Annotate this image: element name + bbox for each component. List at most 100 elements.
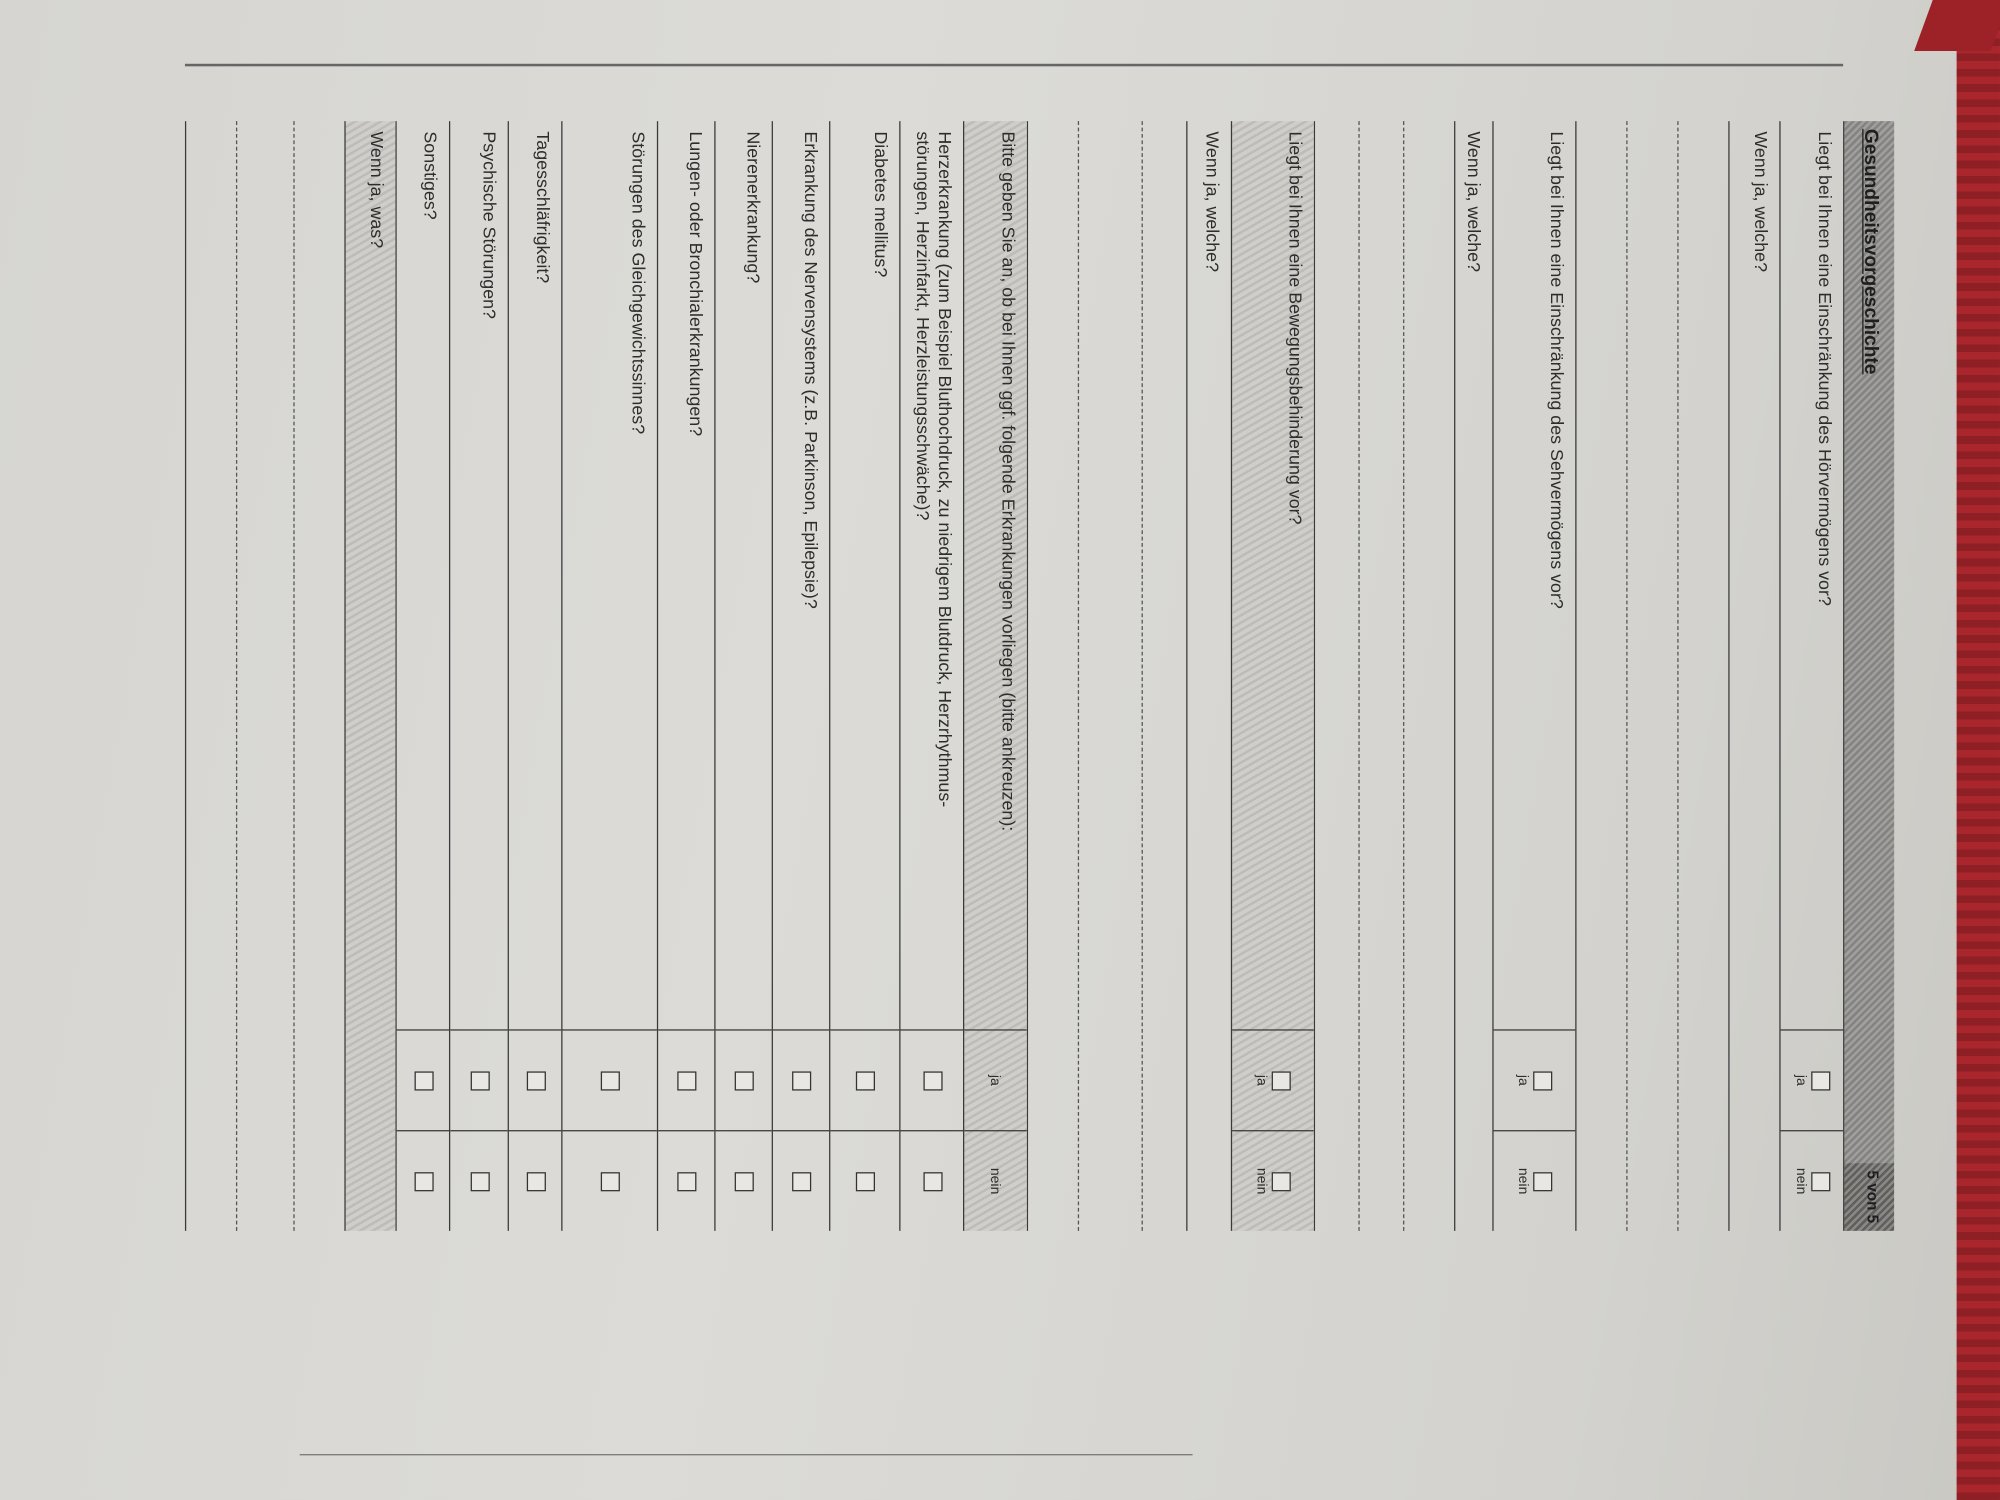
condition-label: Psychische Störungen? bbox=[479, 131, 500, 319]
answer-line-input[interactable] bbox=[1315, 121, 1358, 1231]
answer-line-input[interactable] bbox=[186, 121, 236, 1231]
nein-checkbox[interactable] bbox=[1811, 1171, 1831, 1191]
nein-cell bbox=[450, 1130, 508, 1231]
nein-checkbox[interactable] bbox=[677, 1171, 698, 1191]
ja-checkbox[interactable] bbox=[470, 1070, 490, 1090]
nein-checkbox[interactable] bbox=[1272, 1171, 1292, 1191]
answer-line bbox=[1626, 121, 1678, 1231]
ja-cell bbox=[772, 1029, 830, 1131]
condition-row-kidney: Nierenerkrankung? bbox=[714, 121, 772, 1231]
ja-checkbox[interactable] bbox=[735, 1070, 755, 1090]
sheet-edge-line bbox=[184, 63, 1844, 66]
nein-checkbox[interactable] bbox=[601, 1171, 621, 1191]
ja-cell: ja bbox=[1232, 1029, 1314, 1131]
condition-label: Tagesschläfrigkeit? bbox=[533, 131, 554, 284]
nein-label: nein bbox=[1793, 1167, 1809, 1195]
condition-label: Herzerkrankung (zum Beispiel Bluthochdru… bbox=[913, 131, 956, 808]
hearing-question-row: Liegt bei Ihnen eine Einschränkung des H… bbox=[1779, 121, 1844, 1231]
vision-question-row: Liegt bei Ihnen eine Einschränkung des S… bbox=[1492, 121, 1576, 1231]
ja-checkbox[interactable] bbox=[526, 1070, 546, 1090]
answer-line bbox=[235, 121, 294, 1231]
ja-checkbox[interactable] bbox=[792, 1070, 812, 1090]
ja-checkbox[interactable] bbox=[923, 1070, 943, 1090]
nein-label: nein bbox=[1254, 1167, 1270, 1195]
answer-line-input[interactable] bbox=[1143, 121, 1186, 1231]
vision-question: Liegt bei Ihnen eine Einschränkung des S… bbox=[1547, 131, 1568, 609]
red-fabric-corner bbox=[1914, 0, 2000, 52]
ja-cell bbox=[396, 1029, 449, 1131]
answer-line-input[interactable] bbox=[1404, 121, 1454, 1231]
condition-row-diabetes: Diabetes mellitus? bbox=[829, 121, 900, 1231]
ja-checkbox[interactable] bbox=[1533, 1070, 1553, 1090]
ja-checkbox[interactable] bbox=[856, 1070, 876, 1090]
answer-line-input[interactable] bbox=[1360, 121, 1403, 1231]
answer-line-input[interactable] bbox=[1628, 121, 1678, 1231]
hearing-followup-label: Wenn ja, welche? bbox=[1751, 131, 1772, 273]
hearing-question: Liegt bei Ihnen eine Einschränkung des H… bbox=[1815, 131, 1836, 606]
nein-checkbox[interactable] bbox=[923, 1171, 943, 1191]
conditions-instruction-row: Bitte geben Sie an, ob bei Ihnen ggf. fo… bbox=[963, 121, 1027, 1231]
answer-line bbox=[184, 121, 236, 1231]
nein-cell bbox=[396, 1130, 449, 1231]
condition-row-daytime-sleepiness: Tagesschläfrigkeit? bbox=[507, 121, 562, 1231]
condition-label: Erkrankung des Nervensystems (z.B. Parki… bbox=[801, 131, 822, 609]
nein-cell bbox=[562, 1130, 657, 1231]
nein-header-cell: nein bbox=[964, 1130, 1027, 1231]
answer-line-input[interactable] bbox=[295, 121, 345, 1231]
ja-cell bbox=[658, 1029, 715, 1131]
nein-cell bbox=[830, 1130, 900, 1231]
ja-checkbox[interactable] bbox=[414, 1070, 434, 1090]
nein-cell: nein bbox=[1232, 1130, 1314, 1231]
answer-line bbox=[1026, 121, 1078, 1231]
ja-cell bbox=[508, 1029, 562, 1131]
nein-cell bbox=[715, 1130, 772, 1231]
ja-checkbox[interactable] bbox=[1272, 1070, 1292, 1090]
answer-line bbox=[1403, 121, 1455, 1231]
nein-checkbox[interactable] bbox=[735, 1171, 755, 1191]
mobility-question: Liegt bei Ihnen eine Bewegungsbehinderun… bbox=[1285, 131, 1307, 525]
nein-checkbox[interactable] bbox=[526, 1171, 546, 1191]
nein-checkbox[interactable] bbox=[1533, 1171, 1553, 1191]
answer-line bbox=[1077, 121, 1142, 1231]
questionnaire-page: Gesundheitsvorgeschichte 5 von 5 Liegt bei… bbox=[184, 121, 1895, 1231]
nein-label: nein bbox=[1515, 1167, 1532, 1195]
answer-line-input[interactable] bbox=[1577, 121, 1627, 1231]
condition-label: Diabetes mellitus? bbox=[871, 131, 892, 278]
condition-row-heart: Herzerkrankung (zum Beispiel Bluthochdru… bbox=[899, 121, 964, 1231]
ja-checkbox[interactable] bbox=[677, 1070, 698, 1090]
answer-line-input[interactable] bbox=[1679, 121, 1729, 1231]
nein-cell bbox=[772, 1130, 830, 1231]
nein-checkbox[interactable] bbox=[792, 1171, 812, 1191]
conditions-followup-row: Wenn ja, was? bbox=[344, 121, 396, 1231]
answer-line-input[interactable] bbox=[237, 121, 293, 1231]
answer-line bbox=[1313, 121, 1359, 1231]
mobility-followup: Wenn ja, welche? bbox=[1186, 121, 1231, 1231]
answer-line-input[interactable] bbox=[1028, 121, 1078, 1231]
ja-cell bbox=[900, 1029, 964, 1131]
nein-header-label: nein bbox=[987, 1167, 1004, 1195]
conditions-followup: Wenn ja, was? bbox=[367, 131, 388, 249]
ja-checkbox[interactable] bbox=[1811, 1070, 1831, 1090]
ja-cell bbox=[562, 1029, 657, 1131]
answer-line bbox=[1677, 121, 1729, 1231]
ja-label: ja bbox=[1515, 1074, 1532, 1086]
sheet-edge-line bbox=[299, 1454, 1193, 1456]
ja-header-label: ja bbox=[987, 1074, 1004, 1086]
nein-cell bbox=[658, 1130, 715, 1231]
ja-label: ja bbox=[1793, 1074, 1809, 1086]
ja-cell: ja bbox=[1780, 1029, 1844, 1131]
nein-cell bbox=[900, 1130, 964, 1231]
ja-cell bbox=[830, 1029, 900, 1131]
red-fabric-edge bbox=[1956, 0, 2000, 1500]
answer-line-input[interactable] bbox=[1079, 121, 1141, 1231]
section-header: Gesundheitsvorgeschichte 5 von 5 bbox=[1843, 121, 1895, 1231]
nein-cell bbox=[508, 1130, 562, 1231]
condition-label: Sonstiges? bbox=[420, 131, 442, 220]
answer-line bbox=[1141, 121, 1187, 1231]
nein-checkbox[interactable] bbox=[414, 1171, 434, 1191]
ja-checkbox[interactable] bbox=[601, 1070, 621, 1090]
nein-checkbox[interactable] bbox=[470, 1171, 490, 1191]
nein-checkbox[interactable] bbox=[856, 1171, 876, 1191]
mobility-followup-label: Wenn ja, welche? bbox=[1202, 131, 1224, 273]
